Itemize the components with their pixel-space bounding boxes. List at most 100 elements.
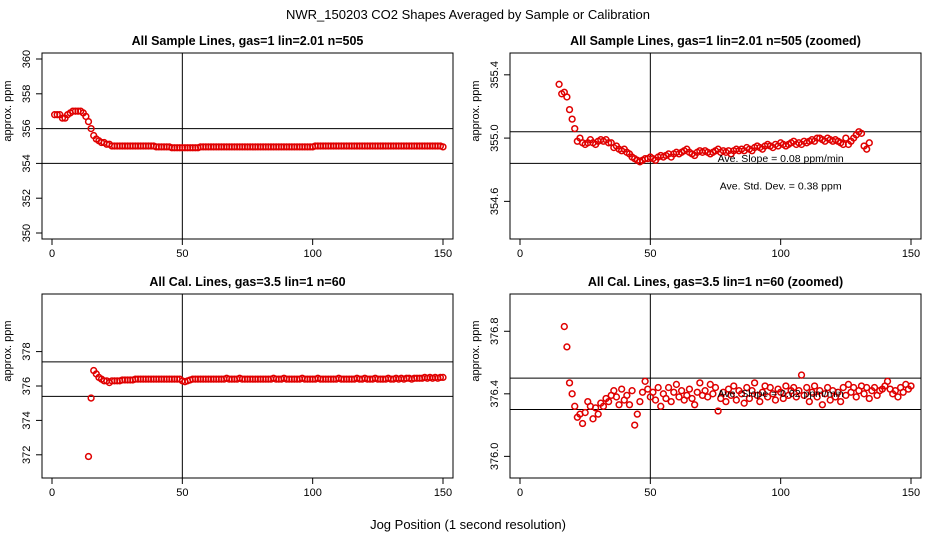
data-point <box>672 380 681 389</box>
data-point <box>625 401 634 409</box>
data-point <box>84 117 93 126</box>
data-point <box>870 383 879 392</box>
y-axis-label: approx. ppm <box>2 320 14 381</box>
data-point <box>657 402 665 410</box>
data-point <box>724 385 733 393</box>
data-point <box>568 115 576 123</box>
x-tick-label: 150 <box>902 487 920 499</box>
panel-title: All Cal. Lines, gas=3.5 lin=1 n=60 <box>149 275 345 289</box>
panel-title: All Cal. Lines, gas=3.5 lin=1 n=60 (zoom… <box>588 275 843 289</box>
data-point <box>664 383 673 392</box>
data-point <box>750 379 759 387</box>
data-point <box>839 383 847 392</box>
data-point <box>737 390 746 398</box>
x-tick-label: 50 <box>176 248 188 260</box>
data-point <box>439 373 447 382</box>
data-point <box>790 383 798 392</box>
panel-p2: All Sample Lines, gas=1 lin=2.01 n=505 (… <box>470 34 922 260</box>
data-point <box>758 388 767 396</box>
data-point <box>771 396 780 404</box>
data-point <box>87 394 95 402</box>
data-point <box>644 385 652 393</box>
data-point <box>727 391 735 400</box>
data-point <box>740 399 748 407</box>
y-tick-label: 354.6 <box>489 188 501 216</box>
data-point <box>638 388 647 396</box>
y-tick-label: 356 <box>21 119 33 137</box>
data-point <box>693 388 701 396</box>
data-point <box>732 396 741 404</box>
panel-title: All Sample Lines, gas=1 lin=2.01 n=505 <box>132 34 364 48</box>
data-point <box>826 396 834 404</box>
panel-p1: All Sample Lines, gas=1 lin=2.01 n=505 0 5… <box>2 34 454 260</box>
data-point <box>842 134 850 142</box>
data-point <box>894 393 902 401</box>
data-point <box>670 388 678 396</box>
y-axis-label: approx. ppm <box>2 80 14 141</box>
data-point <box>813 393 821 401</box>
x-tick-label: 50 <box>644 487 656 499</box>
x-tick-label: 100 <box>771 248 789 260</box>
panel-title: All Sample Lines, gas=1 lin=2.01 n=505 (… <box>570 34 861 48</box>
y-tick-label: 378 <box>21 342 33 360</box>
stat-annotation: Ave. Slope = 0.08 ppm/min <box>718 153 844 165</box>
data-point <box>571 124 579 133</box>
data-point <box>782 382 790 390</box>
data-point <box>852 393 860 401</box>
data-point <box>696 379 704 387</box>
x-tick-label: 150 <box>434 248 452 260</box>
plot-frame <box>509 293 922 479</box>
data-point <box>688 394 696 403</box>
plot-grid: All Sample Lines, gas=1 lin=2.01 n=505 0 5… <box>2 34 922 499</box>
data-point <box>711 383 720 392</box>
data-point <box>769 390 777 398</box>
data-point <box>604 139 613 147</box>
data-point <box>628 387 636 395</box>
data-point <box>439 143 447 151</box>
data-point <box>730 382 738 390</box>
plot-frame <box>509 52 922 240</box>
data-point <box>560 322 568 331</box>
data-point <box>777 388 785 396</box>
data-point <box>748 387 756 395</box>
data-point <box>633 410 641 418</box>
data-point <box>717 394 725 403</box>
data-point <box>667 397 675 406</box>
data-point <box>594 410 602 418</box>
data-point <box>654 383 662 392</box>
y-tick-label: 354 <box>21 154 33 172</box>
data-point <box>631 421 639 429</box>
y-axis-label: approx. ppm <box>470 320 482 381</box>
y-tick-label: 360 <box>21 50 33 68</box>
data-point <box>899 388 907 396</box>
data-point <box>568 390 576 398</box>
data-point <box>58 114 67 122</box>
y-tick-label: 350 <box>21 224 33 242</box>
x-tick-label: 50 <box>176 487 188 499</box>
data-point <box>865 139 873 147</box>
data-point <box>683 391 691 400</box>
data-point <box>701 387 709 395</box>
y-tick-label: 355.4 <box>489 61 501 89</box>
data-point <box>565 105 574 114</box>
data-point <box>690 401 699 409</box>
data-point <box>850 383 858 392</box>
data-point <box>821 390 829 398</box>
data-point <box>891 387 900 395</box>
data-point <box>836 397 845 406</box>
x-tick-label: 150 <box>902 248 920 260</box>
plot-frame <box>41 293 454 479</box>
data-point <box>797 371 806 379</box>
data-point <box>563 93 571 101</box>
data-point <box>714 407 722 415</box>
data-point <box>865 394 873 403</box>
data-point <box>578 419 587 428</box>
data-point <box>623 391 631 400</box>
data-point <box>792 393 800 401</box>
data-point <box>651 396 660 404</box>
data-point <box>818 401 827 409</box>
data-point <box>615 401 623 409</box>
panel-p3: All Cal. Lines, gas=3.5 lin=1 n=60 0 50 100… <box>2 275 454 499</box>
